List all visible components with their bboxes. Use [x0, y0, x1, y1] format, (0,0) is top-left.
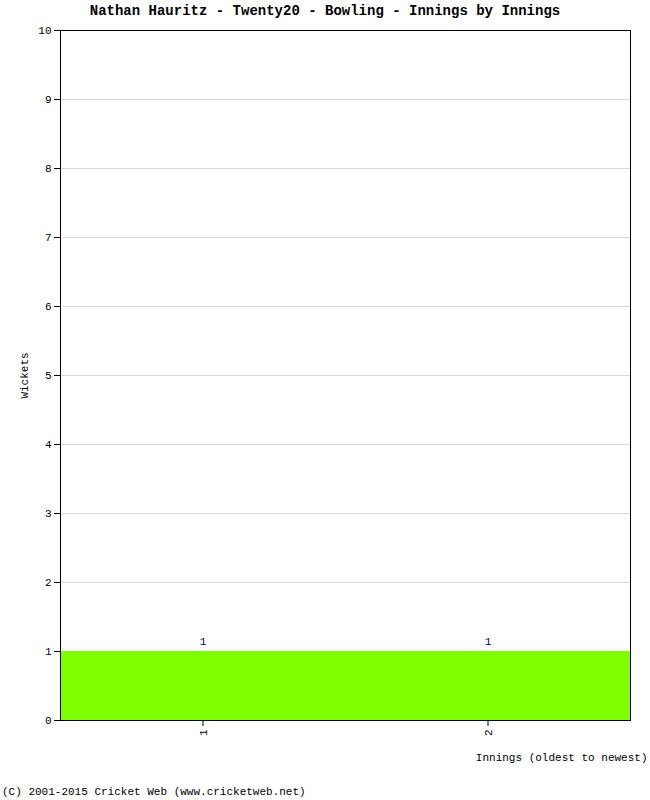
- svg-text:1: 1: [485, 636, 492, 648]
- html-text:(C) 2001-2015 Cricket Web (www: (C) 2001-2015 Cricket Web (www.cricketwe…: [2, 786, 306, 798]
- svg-text:1: 1: [45, 646, 52, 658]
- svg-text:0: 0: [45, 715, 52, 727]
- svg-text:3: 3: [45, 508, 52, 520]
- svg-text:4: 4: [45, 439, 52, 451]
- svg-text:2: 2: [483, 730, 495, 737]
- html-text:Nathan Hauritz - Twenty20 - Bo: Nathan Hauritz - Twenty20 - Bowling - In…: [89, 3, 561, 19]
- svg-text:1: 1: [198, 729, 210, 736]
- svg-text:1: 1: [200, 636, 207, 648]
- svg-text:8: 8: [45, 163, 52, 175]
- svg-text:Innings (oldest to newest): Innings (oldest to newest): [476, 752, 648, 764]
- svg-text:7: 7: [45, 232, 52, 244]
- svg-text:10: 10: [38, 25, 51, 37]
- svg-text:9: 9: [45, 94, 52, 106]
- svg-text:Wickets: Wickets: [19, 352, 31, 398]
- svg-text:5: 5: [45, 370, 52, 382]
- svg-text:2: 2: [45, 577, 52, 589]
- svg-text:6: 6: [45, 301, 52, 313]
